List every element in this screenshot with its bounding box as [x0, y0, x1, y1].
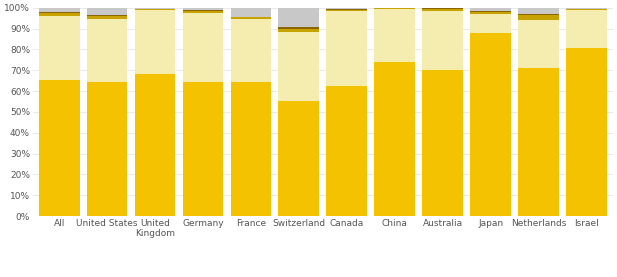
Bar: [183, 11, 223, 13]
Bar: [278, 29, 319, 32]
Bar: [278, 7, 319, 27]
Bar: [135, 74, 175, 216]
Bar: [183, 8, 223, 10]
Bar: [470, 33, 511, 216]
Bar: [566, 9, 607, 10]
Bar: [39, 79, 80, 216]
Bar: [518, 14, 559, 15]
Bar: [375, 8, 415, 9]
Bar: [422, 70, 463, 216]
Bar: [326, 10, 367, 11]
Bar: [87, 82, 128, 216]
Bar: [518, 20, 559, 68]
Bar: [518, 68, 559, 216]
Bar: [566, 8, 607, 9]
Bar: [39, 13, 80, 16]
Bar: [278, 32, 319, 101]
Bar: [87, 8, 128, 15]
Bar: [231, 19, 271, 82]
Bar: [87, 15, 128, 16]
Bar: [326, 11, 367, 86]
Bar: [278, 101, 319, 216]
Bar: [375, 9, 415, 62]
Bar: [518, 8, 559, 14]
Bar: [326, 8, 367, 9]
Bar: [422, 9, 463, 11]
Bar: [39, 16, 80, 79]
Bar: [231, 8, 271, 17]
Bar: [470, 12, 511, 14]
Bar: [326, 9, 367, 10]
Bar: [135, 8, 175, 9]
Bar: [39, 12, 80, 13]
Bar: [326, 86, 367, 216]
Bar: [422, 11, 463, 70]
Bar: [518, 15, 559, 20]
Bar: [470, 11, 511, 12]
Bar: [278, 27, 319, 29]
Bar: [135, 10, 175, 74]
Bar: [183, 13, 223, 82]
Bar: [135, 9, 175, 10]
Bar: [231, 82, 271, 216]
Bar: [422, 8, 463, 9]
Bar: [87, 19, 128, 82]
Bar: [470, 14, 511, 33]
Bar: [375, 62, 415, 216]
Bar: [231, 17, 271, 19]
Bar: [566, 10, 607, 48]
Bar: [470, 8, 511, 11]
Bar: [39, 8, 80, 12]
Bar: [566, 48, 607, 216]
Bar: [87, 16, 128, 19]
Bar: [183, 10, 223, 11]
Bar: [183, 82, 223, 216]
